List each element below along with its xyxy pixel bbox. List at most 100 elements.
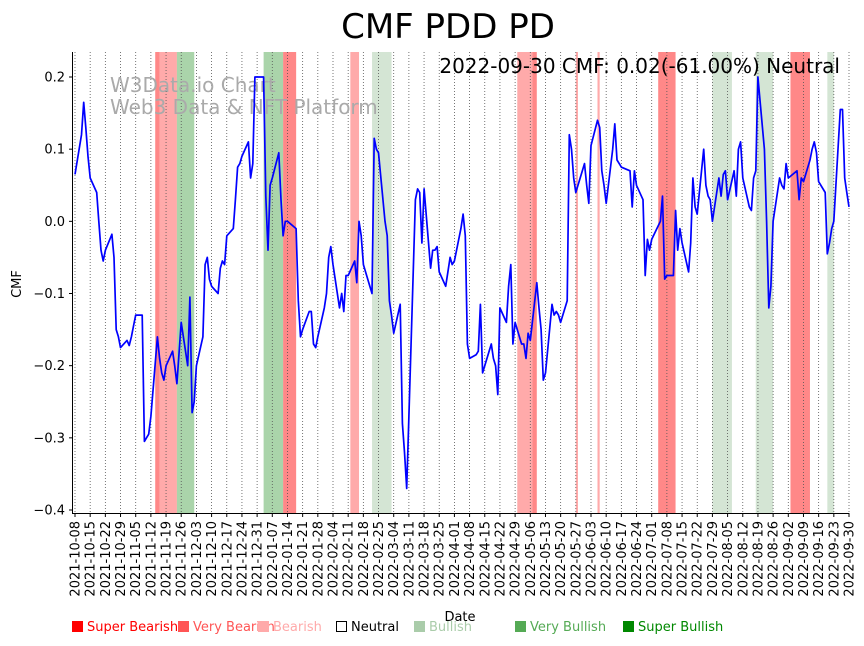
x-tick-label: 2022-06-17 xyxy=(615,521,630,597)
band-very-bearish xyxy=(155,52,160,513)
x-tick-label: 2022-01-14 xyxy=(281,521,296,597)
x-tick-label: 2022-05-06 xyxy=(524,521,539,597)
x-tick-label: 2022-07-29 xyxy=(706,521,721,597)
legend-swatch xyxy=(178,621,189,632)
legend-label: Super Bearish xyxy=(87,620,179,635)
legend-swatch xyxy=(623,621,634,632)
x-tick-label: 2021-11-05 xyxy=(129,521,144,597)
x-tick-label: 2022-09-02 xyxy=(782,521,797,597)
chart-title: CMF PDD PD xyxy=(341,7,555,47)
band-bullish xyxy=(712,52,732,513)
y-tick-label: 0.0 xyxy=(44,215,65,230)
y-ticks: 0.2 0.1 0.0 −0.1 −0.2 −0.3 −0.4 xyxy=(33,71,73,519)
legend-item-neutral: Neutral xyxy=(336,620,399,635)
x-tick-label: 2022-05-20 xyxy=(554,521,569,597)
legend-label: Very Bearish xyxy=(193,620,275,635)
x-tick-label: 2021-11-26 xyxy=(175,521,190,597)
legend-item-very-bullish: Very Bullish xyxy=(515,620,606,635)
band-very-bullish xyxy=(176,52,195,513)
band-bullish xyxy=(827,52,834,513)
band-very-bullish xyxy=(263,52,284,513)
band-very-bearish xyxy=(790,52,810,513)
band-bullish xyxy=(755,52,774,513)
y-tick-label: −0.2 xyxy=(33,359,65,374)
x-tick-label: 2022-04-01 xyxy=(448,521,463,597)
x-tick-label: 2022-02-11 xyxy=(342,521,357,597)
x-tick-label: 2022-09-30 xyxy=(843,521,858,597)
y-tick-label: 0.1 xyxy=(44,143,65,158)
band-bearish xyxy=(597,52,600,513)
x-tick-label: 2022-08-05 xyxy=(721,521,736,597)
x-tick-label: 2022-05-27 xyxy=(569,521,584,597)
legend-swatch xyxy=(414,621,425,632)
x-tick-label: 2022-03-18 xyxy=(418,521,433,597)
legend-label: Neutral xyxy=(351,620,399,635)
cmf-series-line xyxy=(74,76,850,490)
legend-item-bearish: Bearish xyxy=(258,620,322,635)
x-tick-label: 2022-04-29 xyxy=(509,521,524,597)
y-tick-label: −0.3 xyxy=(33,431,65,446)
x-tick-label: 2021-10-22 xyxy=(99,521,114,597)
x-tick-label: 2022-07-22 xyxy=(691,521,706,597)
x-tick-label: 2022-08-12 xyxy=(736,521,751,597)
x-tick-label: 2021-12-24 xyxy=(235,521,250,597)
band-very-bearish xyxy=(658,52,676,513)
x-tick-label: 2022-09-23 xyxy=(827,521,842,597)
band-bullish xyxy=(372,52,392,513)
x-tick-label: 2022-02-25 xyxy=(372,521,387,597)
x-tick-label: 2022-01-21 xyxy=(296,521,311,597)
legend-swatch xyxy=(515,621,526,632)
x-tick-label: 2022-09-09 xyxy=(797,521,812,597)
x-tick-label: 2022-04-22 xyxy=(493,521,508,597)
x-tick-label: 2021-10-15 xyxy=(84,521,99,597)
y-tick-label: −0.1 xyxy=(33,287,65,302)
legend-swatch xyxy=(336,621,347,632)
x-tick-label: 2022-02-04 xyxy=(327,521,342,597)
legend-swatch xyxy=(72,621,83,632)
axes xyxy=(72,52,849,514)
y-tick-label: 0.2 xyxy=(44,71,65,86)
band-bearish xyxy=(350,52,360,513)
legend-item-super-bullish: Super Bullish xyxy=(623,620,723,635)
x-tick-label: 2022-04-15 xyxy=(478,521,493,597)
x-tick-label: 2021-11-19 xyxy=(160,521,175,597)
legend-item-bullish: Bullish xyxy=(414,620,472,635)
watermark-line-1: W3Data.io Chart xyxy=(110,73,276,97)
signal-bands xyxy=(155,52,834,513)
x-tick-label: 2022-07-01 xyxy=(645,521,660,597)
x-tick-label: 2022-06-03 xyxy=(585,521,600,597)
band-bearish xyxy=(159,52,177,513)
chart-annotation: 2022-09-30 CMF: 0.02(-61.00%) Neutral xyxy=(439,54,840,78)
x-tick-label: 2022-01-07 xyxy=(266,521,281,597)
band-bearish xyxy=(517,52,533,513)
x-tick-label: 2022-05-13 xyxy=(539,521,554,597)
x-tick-label: 2022-02-18 xyxy=(357,521,372,597)
watermark-line-2: Web3 Data & NFT Platform xyxy=(110,95,378,119)
legend-item-super-bearish: Super Bearish xyxy=(72,620,178,635)
x-tick-label: 2022-03-11 xyxy=(402,521,417,597)
x-tick-label: 2022-09-16 xyxy=(812,521,827,597)
x-ticks: 2021-10-08 2021-10-15 2021-10-22 2021-10-29… xyxy=(69,513,858,597)
y-tick-label: −0.4 xyxy=(33,504,65,519)
x-tick-label: 2022-03-25 xyxy=(433,521,448,597)
x-tick-label: 2022-04-08 xyxy=(463,521,478,597)
x-tick-label: 2022-03-04 xyxy=(387,521,402,597)
legend-item-very-bearish: Very Bearish xyxy=(178,620,275,635)
watermark: W3Data.io Chart Web3 Data & NFT Platform xyxy=(110,73,378,119)
x-tick-label: 2022-01-28 xyxy=(311,521,326,597)
x-tick-label: 2021-12-31 xyxy=(251,521,266,597)
x-tick-label: 2022-07-08 xyxy=(660,521,675,597)
legend-label: Very Bullish xyxy=(530,620,607,635)
y-axis-label: CMF xyxy=(10,270,25,298)
x-tick-label: 2022-06-24 xyxy=(630,521,645,597)
x-tick-label: 2021-12-03 xyxy=(190,521,205,597)
x-tick-label: 2022-08-19 xyxy=(751,521,766,597)
band-very-bearish xyxy=(283,52,297,513)
band-very-bearish xyxy=(532,52,537,513)
x-tick-label: 2021-11-12 xyxy=(144,521,159,597)
x-tick-label: 2021-10-08 xyxy=(69,521,84,597)
band-bearish xyxy=(575,52,578,513)
legend-label: Bearish xyxy=(273,620,322,635)
x-tick-label: 2021-12-10 xyxy=(205,521,220,597)
